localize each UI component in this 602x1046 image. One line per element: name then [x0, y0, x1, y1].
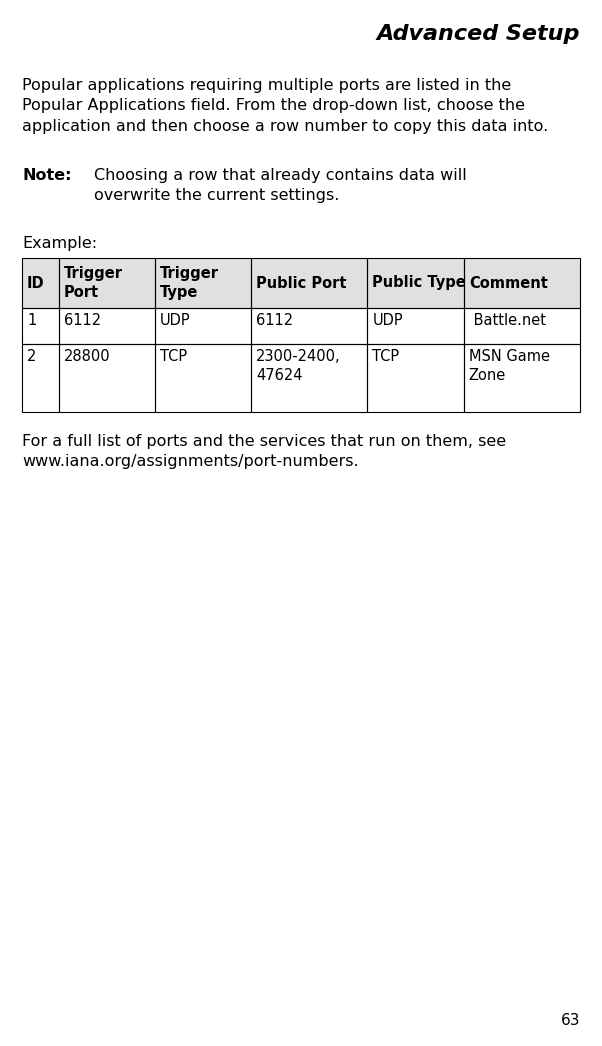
Text: 28800: 28800 — [64, 349, 110, 364]
Text: 63: 63 — [560, 1013, 580, 1028]
Text: Trigger
Type: Trigger Type — [160, 266, 219, 300]
Text: Trigger
Port: Trigger Port — [64, 266, 123, 300]
Text: Advanced Setup: Advanced Setup — [377, 24, 580, 44]
Text: Comment: Comment — [469, 275, 548, 291]
Bar — [367, 308, 464, 344]
Bar — [464, 258, 580, 308]
Bar — [367, 258, 464, 308]
Bar — [251, 308, 367, 344]
Bar — [155, 344, 251, 412]
Text: 1: 1 — [27, 313, 36, 328]
Text: Public Type: Public Type — [373, 275, 466, 291]
Bar — [251, 258, 367, 308]
Text: 6112: 6112 — [64, 313, 101, 328]
Text: Example:: Example: — [22, 236, 97, 251]
Text: Battle.net: Battle.net — [469, 313, 546, 328]
Text: 6112: 6112 — [256, 313, 293, 328]
Text: 2300-2400,
47624: 2300-2400, 47624 — [256, 349, 341, 383]
Text: Popular applications requiring multiple ports are listed in the
Popular Applicat: Popular applications requiring multiple … — [22, 78, 548, 134]
Text: Choosing a row that already contains data will
overwrite the current settings.: Choosing a row that already contains dat… — [94, 168, 467, 203]
Text: 2: 2 — [27, 349, 36, 364]
Bar — [22, 258, 58, 308]
Bar — [155, 308, 251, 344]
Bar — [367, 344, 464, 412]
Bar — [22, 258, 58, 308]
Text: Public Port: Public Port — [256, 275, 347, 291]
Bar — [58, 258, 155, 308]
Bar — [251, 344, 367, 412]
Text: For a full list of ports and the services that run on them, see
www.iana.org/ass: For a full list of ports and the service… — [22, 434, 506, 470]
Bar — [58, 344, 155, 412]
Bar — [155, 258, 251, 308]
Text: Note:: Note: — [22, 168, 72, 183]
Bar — [155, 344, 251, 412]
Bar — [155, 258, 251, 308]
Text: TCP: TCP — [373, 349, 400, 364]
Bar — [464, 308, 580, 344]
Bar — [58, 308, 155, 344]
Bar — [464, 258, 580, 308]
Bar — [367, 344, 464, 412]
Bar — [58, 344, 155, 412]
Text: ID: ID — [27, 275, 45, 291]
Text: UDP: UDP — [373, 313, 403, 328]
Bar — [22, 344, 58, 412]
Text: UDP: UDP — [160, 313, 190, 328]
Bar — [464, 308, 580, 344]
Bar — [155, 308, 251, 344]
Bar — [22, 308, 58, 344]
Bar — [367, 258, 464, 308]
Bar — [464, 344, 580, 412]
Bar — [251, 258, 367, 308]
Bar — [251, 344, 367, 412]
Text: TCP: TCP — [160, 349, 187, 364]
Bar — [22, 308, 58, 344]
Bar — [22, 344, 58, 412]
Bar — [58, 258, 155, 308]
Bar — [464, 344, 580, 412]
Bar — [367, 308, 464, 344]
Bar — [58, 308, 155, 344]
Bar — [251, 308, 367, 344]
Text: MSN Game
Zone: MSN Game Zone — [469, 349, 550, 383]
